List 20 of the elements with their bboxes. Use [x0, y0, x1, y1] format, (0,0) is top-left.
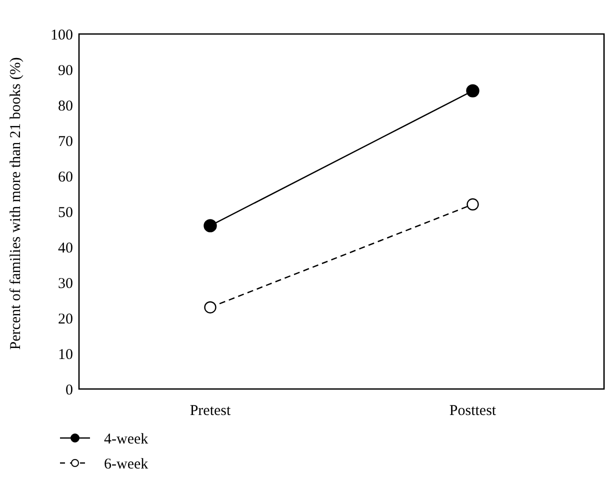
- y-tick-label: 60: [58, 169, 73, 186]
- point: [204, 301, 216, 314]
- y-tick-label: 20: [58, 311, 73, 328]
- y-tick-label: 40: [58, 240, 73, 256]
- y-tick-label: 80: [58, 98, 73, 114]
- y-tick-label: 90: [58, 62, 73, 79]
- legend-label: 4-week: [104, 431, 149, 448]
- y-tick-label: 100: [50, 27, 73, 44]
- y-tick-label: 30: [58, 276, 73, 292]
- y-tick-label: 10: [58, 346, 73, 363]
- y-tick-label: 70: [58, 134, 73, 150]
- y-tick-label: 50: [58, 204, 73, 221]
- point: [204, 219, 217, 232]
- point: [466, 198, 479, 210]
- y-tick-label: 0: [66, 382, 73, 398]
- x-tick-label: Pretest: [190, 403, 232, 419]
- y-axis-title: Percent of families with more than 21 books (%): [8, 57, 24, 350]
- x-tick-label: Posttest: [449, 403, 497, 419]
- point: [466, 84, 480, 98]
- legend-label: 6-week: [104, 456, 149, 472]
